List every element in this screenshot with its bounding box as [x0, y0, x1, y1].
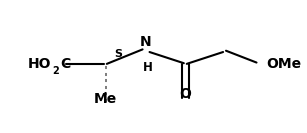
Text: OMe: OMe: [267, 57, 302, 71]
Text: HO: HO: [28, 57, 52, 71]
Text: C: C: [60, 57, 71, 71]
Text: Me: Me: [94, 92, 117, 106]
Text: O: O: [179, 87, 191, 101]
Text: S: S: [114, 49, 122, 59]
Text: N: N: [140, 35, 152, 49]
Text: H: H: [142, 61, 153, 74]
Text: 2: 2: [52, 66, 59, 76]
